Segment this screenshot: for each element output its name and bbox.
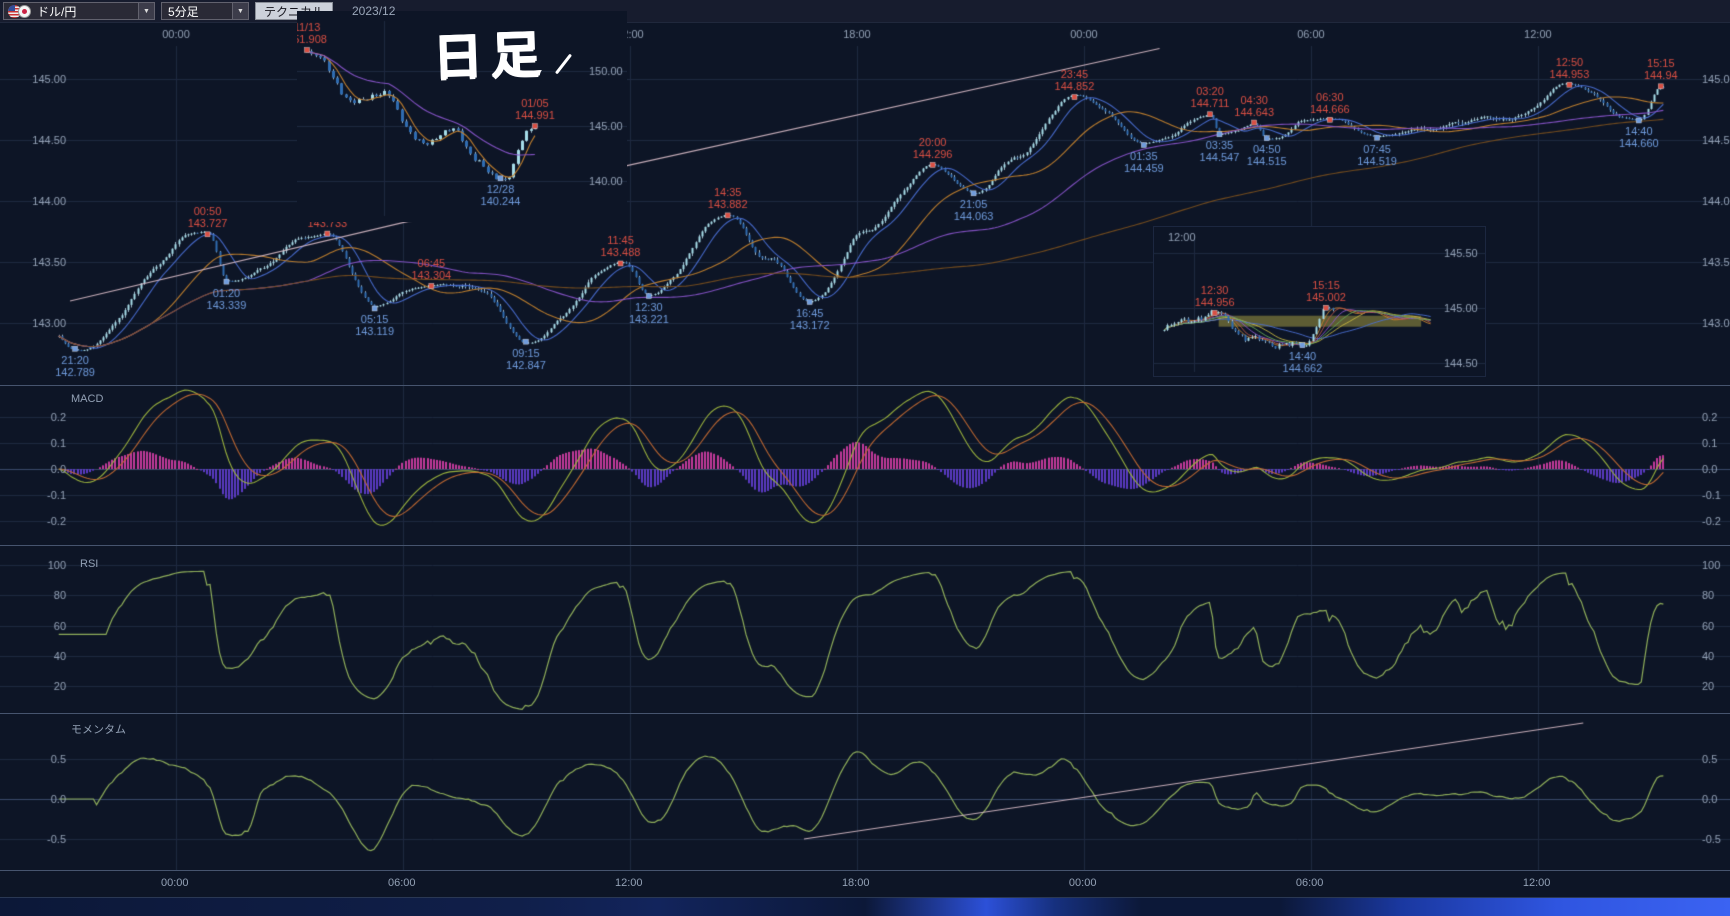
- panel-separator: [0, 870, 1730, 871]
- handwritten-daily-note: 日足: [431, 25, 550, 87]
- zoom-chart-inset[interactable]: [1153, 226, 1486, 377]
- us-flag-icon: [8, 4, 21, 18]
- panel-separator: [0, 385, 1730, 386]
- time-axis-label: 12:00: [1522, 877, 1551, 889]
- time-axis-label: 06:00: [1295, 877, 1324, 889]
- jp-flag-icon: [18, 4, 31, 18]
- chevron-down-icon: ▼: [138, 3, 154, 19]
- inset-month-label: 2023/12: [352, 4, 396, 18]
- timeframe-label: 5分足: [168, 4, 199, 19]
- macd-panel-label: MACD: [71, 393, 104, 405]
- time-axis-label: 06:00: [387, 877, 416, 889]
- currency-pair-select[interactable]: ドル/円 ▼: [3, 2, 155, 20]
- momentum-panel-label: モメンタム: [71, 724, 126, 736]
- time-axis-label: 12:00: [614, 877, 643, 889]
- time-axis: 00:00 06:00 12:00 18:00 00:00 06:00 12:00: [0, 871, 1730, 897]
- chevron-down-icon: ▼: [232, 3, 248, 19]
- daily-chart-inset[interactable]: [297, 11, 627, 222]
- toolbar: ドル/円 ▼ 5分足 ▼ テクニカル: [0, 0, 1730, 22]
- momentum-panel-canvas[interactable]: [0, 714, 1730, 871]
- bottom-taskbar-strip: [0, 898, 1730, 916]
- time-axis-label: 18:00: [841, 877, 870, 889]
- currency-flags-icon: [4, 4, 31, 18]
- macd-panel-canvas[interactable]: [0, 386, 1730, 546]
- panel-separator: [0, 897, 1730, 898]
- time-axis-label: 00:00: [1068, 877, 1097, 889]
- panel-separator: [0, 22, 1730, 23]
- panel-separator: [0, 545, 1730, 546]
- rsi-panel-canvas[interactable]: [0, 546, 1730, 714]
- timeframe-select[interactable]: 5分足 ▼: [161, 2, 249, 20]
- rsi-panel-label: RSI: [80, 558, 99, 570]
- panel-separator: [0, 713, 1730, 714]
- currency-pair-label: ドル/円: [37, 4, 77, 19]
- time-axis-label: 00:00: [161, 877, 189, 889]
